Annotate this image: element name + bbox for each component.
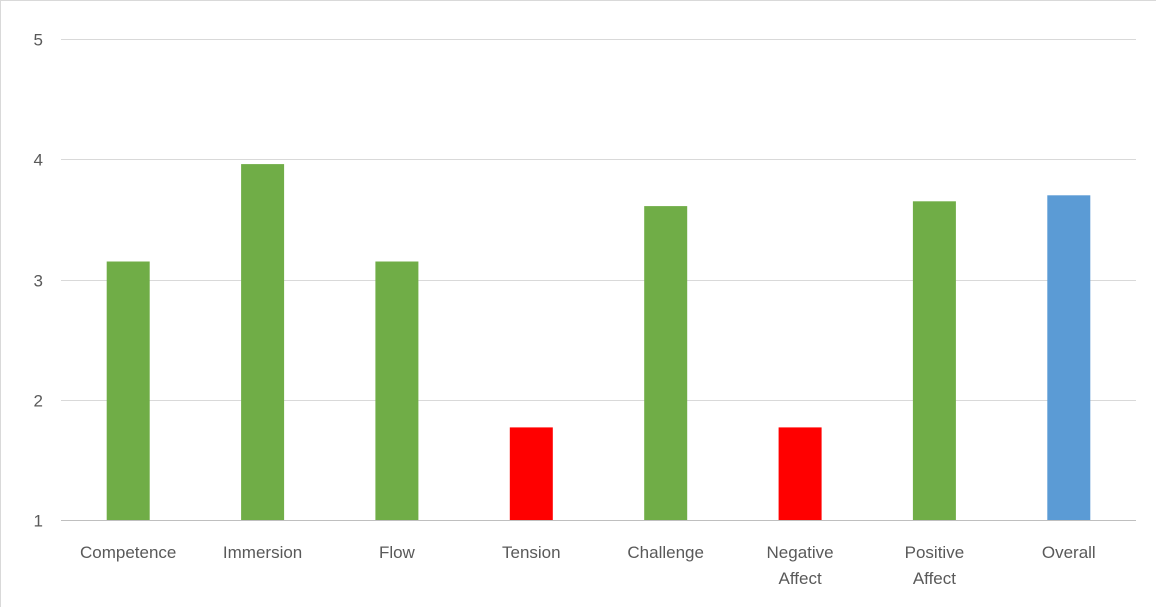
bar: [778, 427, 822, 520]
gridlines: [61, 39, 1136, 521]
x-tick-label: Challenge: [627, 543, 704, 562]
y-axis-ticks: 1 2 3 4 5: [34, 31, 43, 531]
x-tick-label: Flow: [379, 543, 416, 562]
y-tick-label: 1: [34, 512, 43, 531]
x-tick-label: Overall: [1042, 543, 1096, 562]
x-tick-label: Negative Affect: [767, 543, 834, 588]
bar: [644, 206, 688, 520]
y-tick-label: 5: [34, 31, 43, 50]
y-tick-label: 2: [34, 392, 43, 411]
bar: [509, 427, 553, 520]
bars: [106, 164, 1091, 521]
y-tick-label: 3: [34, 272, 43, 291]
y-tick-label: 4: [34, 151, 43, 170]
x-tick-label: Competence: [80, 543, 176, 562]
bar: [375, 261, 419, 520]
bar: [912, 201, 956, 521]
x-tick-label: Positive Affect: [905, 543, 965, 588]
x-tick-label: Tension: [502, 543, 561, 562]
bar: [106, 261, 150, 520]
x-axis-labels: Competence Immersion Flow Tension Challenge N…: [80, 543, 1096, 588]
bar: [241, 164, 285, 520]
bar: [1047, 195, 1091, 521]
x-tick-label: Immersion: [223, 543, 302, 562]
